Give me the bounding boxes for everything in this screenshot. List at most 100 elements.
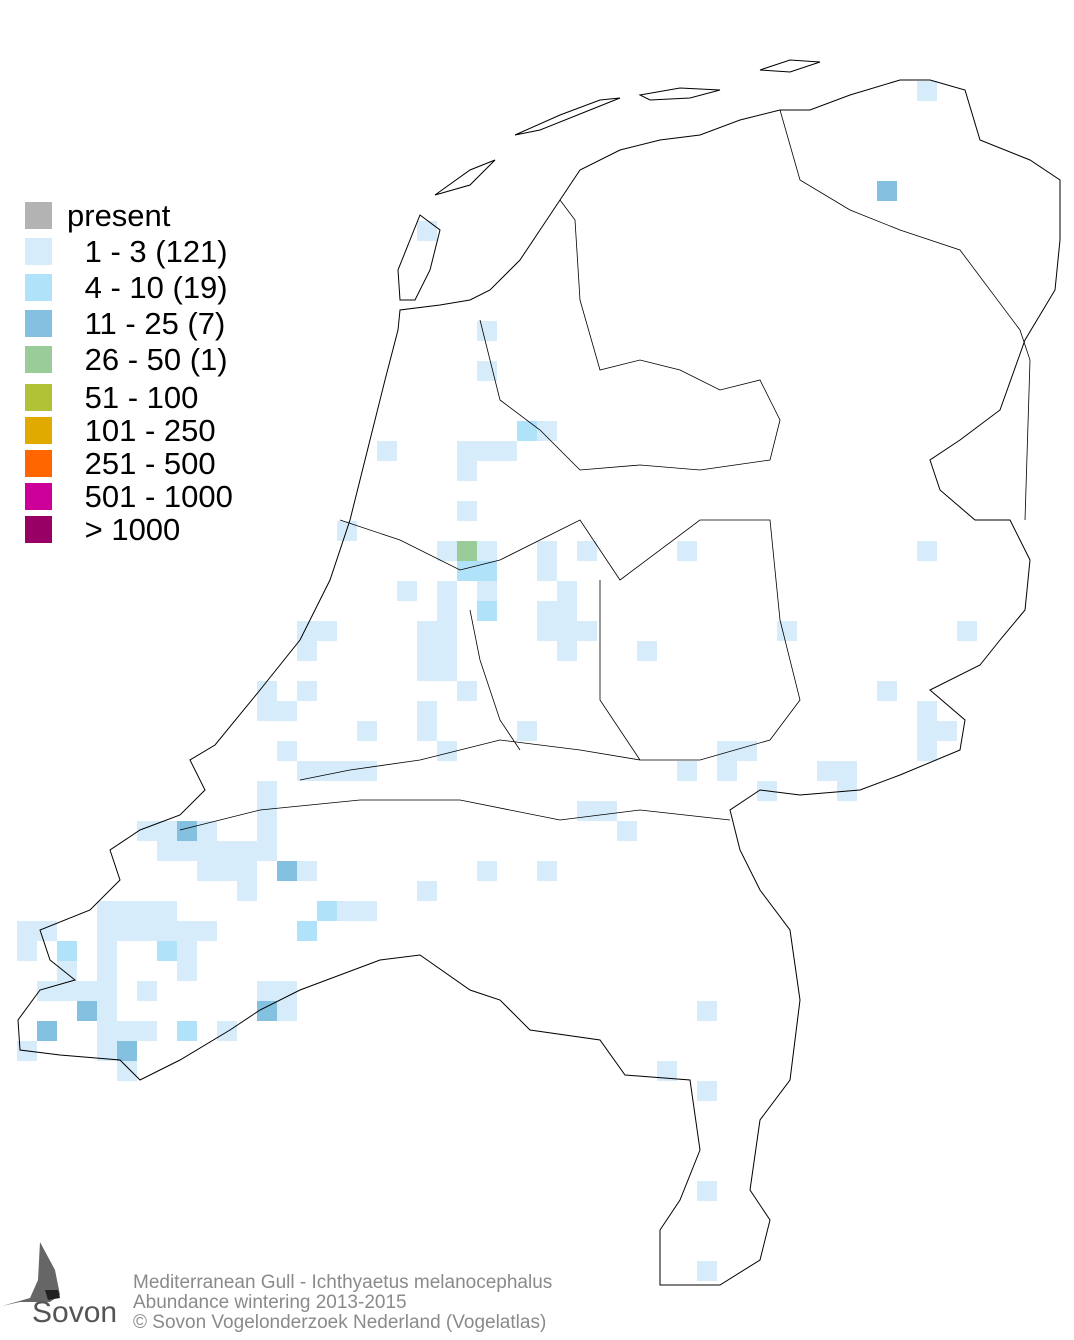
grid-cell bbox=[257, 681, 277, 701]
grid-cell bbox=[257, 981, 277, 1001]
grid-cell bbox=[97, 981, 117, 1001]
grid-cell bbox=[257, 781, 277, 801]
grid-cell bbox=[957, 621, 977, 641]
logo-text: Sovon bbox=[32, 1296, 118, 1329]
grid-cell bbox=[537, 601, 557, 621]
grid-cell bbox=[217, 841, 237, 861]
grid-cell bbox=[437, 621, 457, 641]
grid-cell bbox=[137, 981, 157, 1001]
grid-cell bbox=[37, 981, 57, 1001]
grid-cell bbox=[537, 561, 557, 581]
grid-cell bbox=[697, 1081, 717, 1101]
grid-cell bbox=[177, 841, 197, 861]
grid-cell bbox=[57, 961, 77, 981]
grid-cell bbox=[317, 621, 337, 641]
grid-cell bbox=[357, 721, 377, 741]
island-texel bbox=[397, 214, 441, 301]
grid-cell bbox=[277, 1001, 297, 1021]
grid-cell bbox=[577, 541, 597, 561]
island-schiermonnikoog bbox=[759, 59, 821, 73]
grid-cell bbox=[917, 741, 937, 761]
legend-swatch bbox=[25, 516, 52, 543]
grid-cell bbox=[597, 801, 617, 821]
grid-cell bbox=[697, 1261, 717, 1281]
grid-cell bbox=[117, 901, 137, 921]
island-vlieland bbox=[434, 159, 496, 196]
grid-cell bbox=[257, 1001, 277, 1021]
legend-swatch bbox=[25, 384, 52, 411]
grid-cell bbox=[737, 741, 757, 761]
grid-cell bbox=[197, 821, 217, 841]
grid-cell bbox=[237, 861, 257, 881]
grid-cell bbox=[417, 721, 437, 741]
sovon-swallow-logo-icon bbox=[2, 1242, 60, 1306]
legend-swatch bbox=[25, 483, 52, 510]
grid-cell bbox=[57, 941, 77, 961]
grid-cell bbox=[157, 821, 177, 841]
grid-cell bbox=[117, 1021, 137, 1041]
grid-cell bbox=[557, 581, 577, 601]
grid-cell bbox=[177, 941, 197, 961]
grid-cell bbox=[537, 861, 557, 881]
grid-cell bbox=[417, 621, 437, 641]
grid-cell bbox=[157, 941, 177, 961]
legend-label: 501 - 1000 bbox=[76, 479, 233, 514]
grid-cell bbox=[257, 701, 277, 721]
grid-cell bbox=[477, 601, 497, 621]
grid-cell bbox=[297, 681, 317, 701]
legend-swatch bbox=[25, 450, 52, 477]
grid-cell bbox=[197, 921, 217, 941]
grid-cell bbox=[117, 921, 137, 941]
abundance-grid bbox=[17, 81, 977, 1281]
grid-cell bbox=[437, 641, 457, 661]
grid-cell bbox=[137, 821, 157, 841]
grid-cell bbox=[457, 541, 477, 561]
grid-cell bbox=[477, 561, 497, 581]
grid-cell bbox=[277, 741, 297, 761]
legend-swatch bbox=[25, 310, 52, 337]
grid-cell bbox=[137, 901, 157, 921]
grid-cell bbox=[457, 441, 477, 461]
grid-cell bbox=[917, 701, 937, 721]
island-ameland bbox=[638, 87, 721, 101]
grid-cell bbox=[117, 1061, 137, 1081]
grid-cell bbox=[537, 621, 557, 641]
grid-cell bbox=[397, 581, 417, 601]
grid-cell bbox=[277, 861, 297, 881]
grid-cell bbox=[877, 181, 897, 201]
island-terschelling bbox=[514, 97, 621, 136]
grid-cell bbox=[97, 1021, 117, 1041]
legend-label: 251 - 500 bbox=[76, 446, 216, 481]
grid-cell bbox=[297, 921, 317, 941]
grid-cell bbox=[777, 621, 797, 641]
grid-cell bbox=[117, 1041, 137, 1061]
legend-swatch bbox=[25, 417, 52, 444]
grid-cell bbox=[157, 901, 177, 921]
legend-swatch bbox=[25, 274, 52, 301]
grid-cell bbox=[37, 1021, 57, 1041]
grid-cell bbox=[157, 921, 177, 941]
grid-cell bbox=[17, 921, 37, 941]
legend-label: > 1000 bbox=[76, 512, 181, 547]
grid-cell bbox=[577, 621, 597, 641]
grid-cell bbox=[77, 1001, 97, 1021]
legend-swatch bbox=[25, 238, 52, 265]
grid-cell bbox=[57, 981, 77, 1001]
grid-cell bbox=[717, 761, 737, 781]
grid-cell bbox=[257, 821, 277, 841]
grid-cell bbox=[657, 1061, 677, 1081]
grid-cell bbox=[477, 581, 497, 601]
grid-cell bbox=[137, 921, 157, 941]
grid-cell bbox=[477, 861, 497, 881]
grid-cell bbox=[417, 661, 437, 681]
grid-cell bbox=[477, 361, 497, 381]
grid-cell bbox=[177, 961, 197, 981]
grid-cell bbox=[837, 761, 857, 781]
grid-cell bbox=[477, 541, 497, 561]
country-outline bbox=[17, 79, 1061, 1286]
grid-cell bbox=[677, 761, 697, 781]
legend-swatch bbox=[25, 346, 52, 373]
grid-cell bbox=[417, 881, 437, 901]
grid-cell bbox=[417, 221, 437, 241]
